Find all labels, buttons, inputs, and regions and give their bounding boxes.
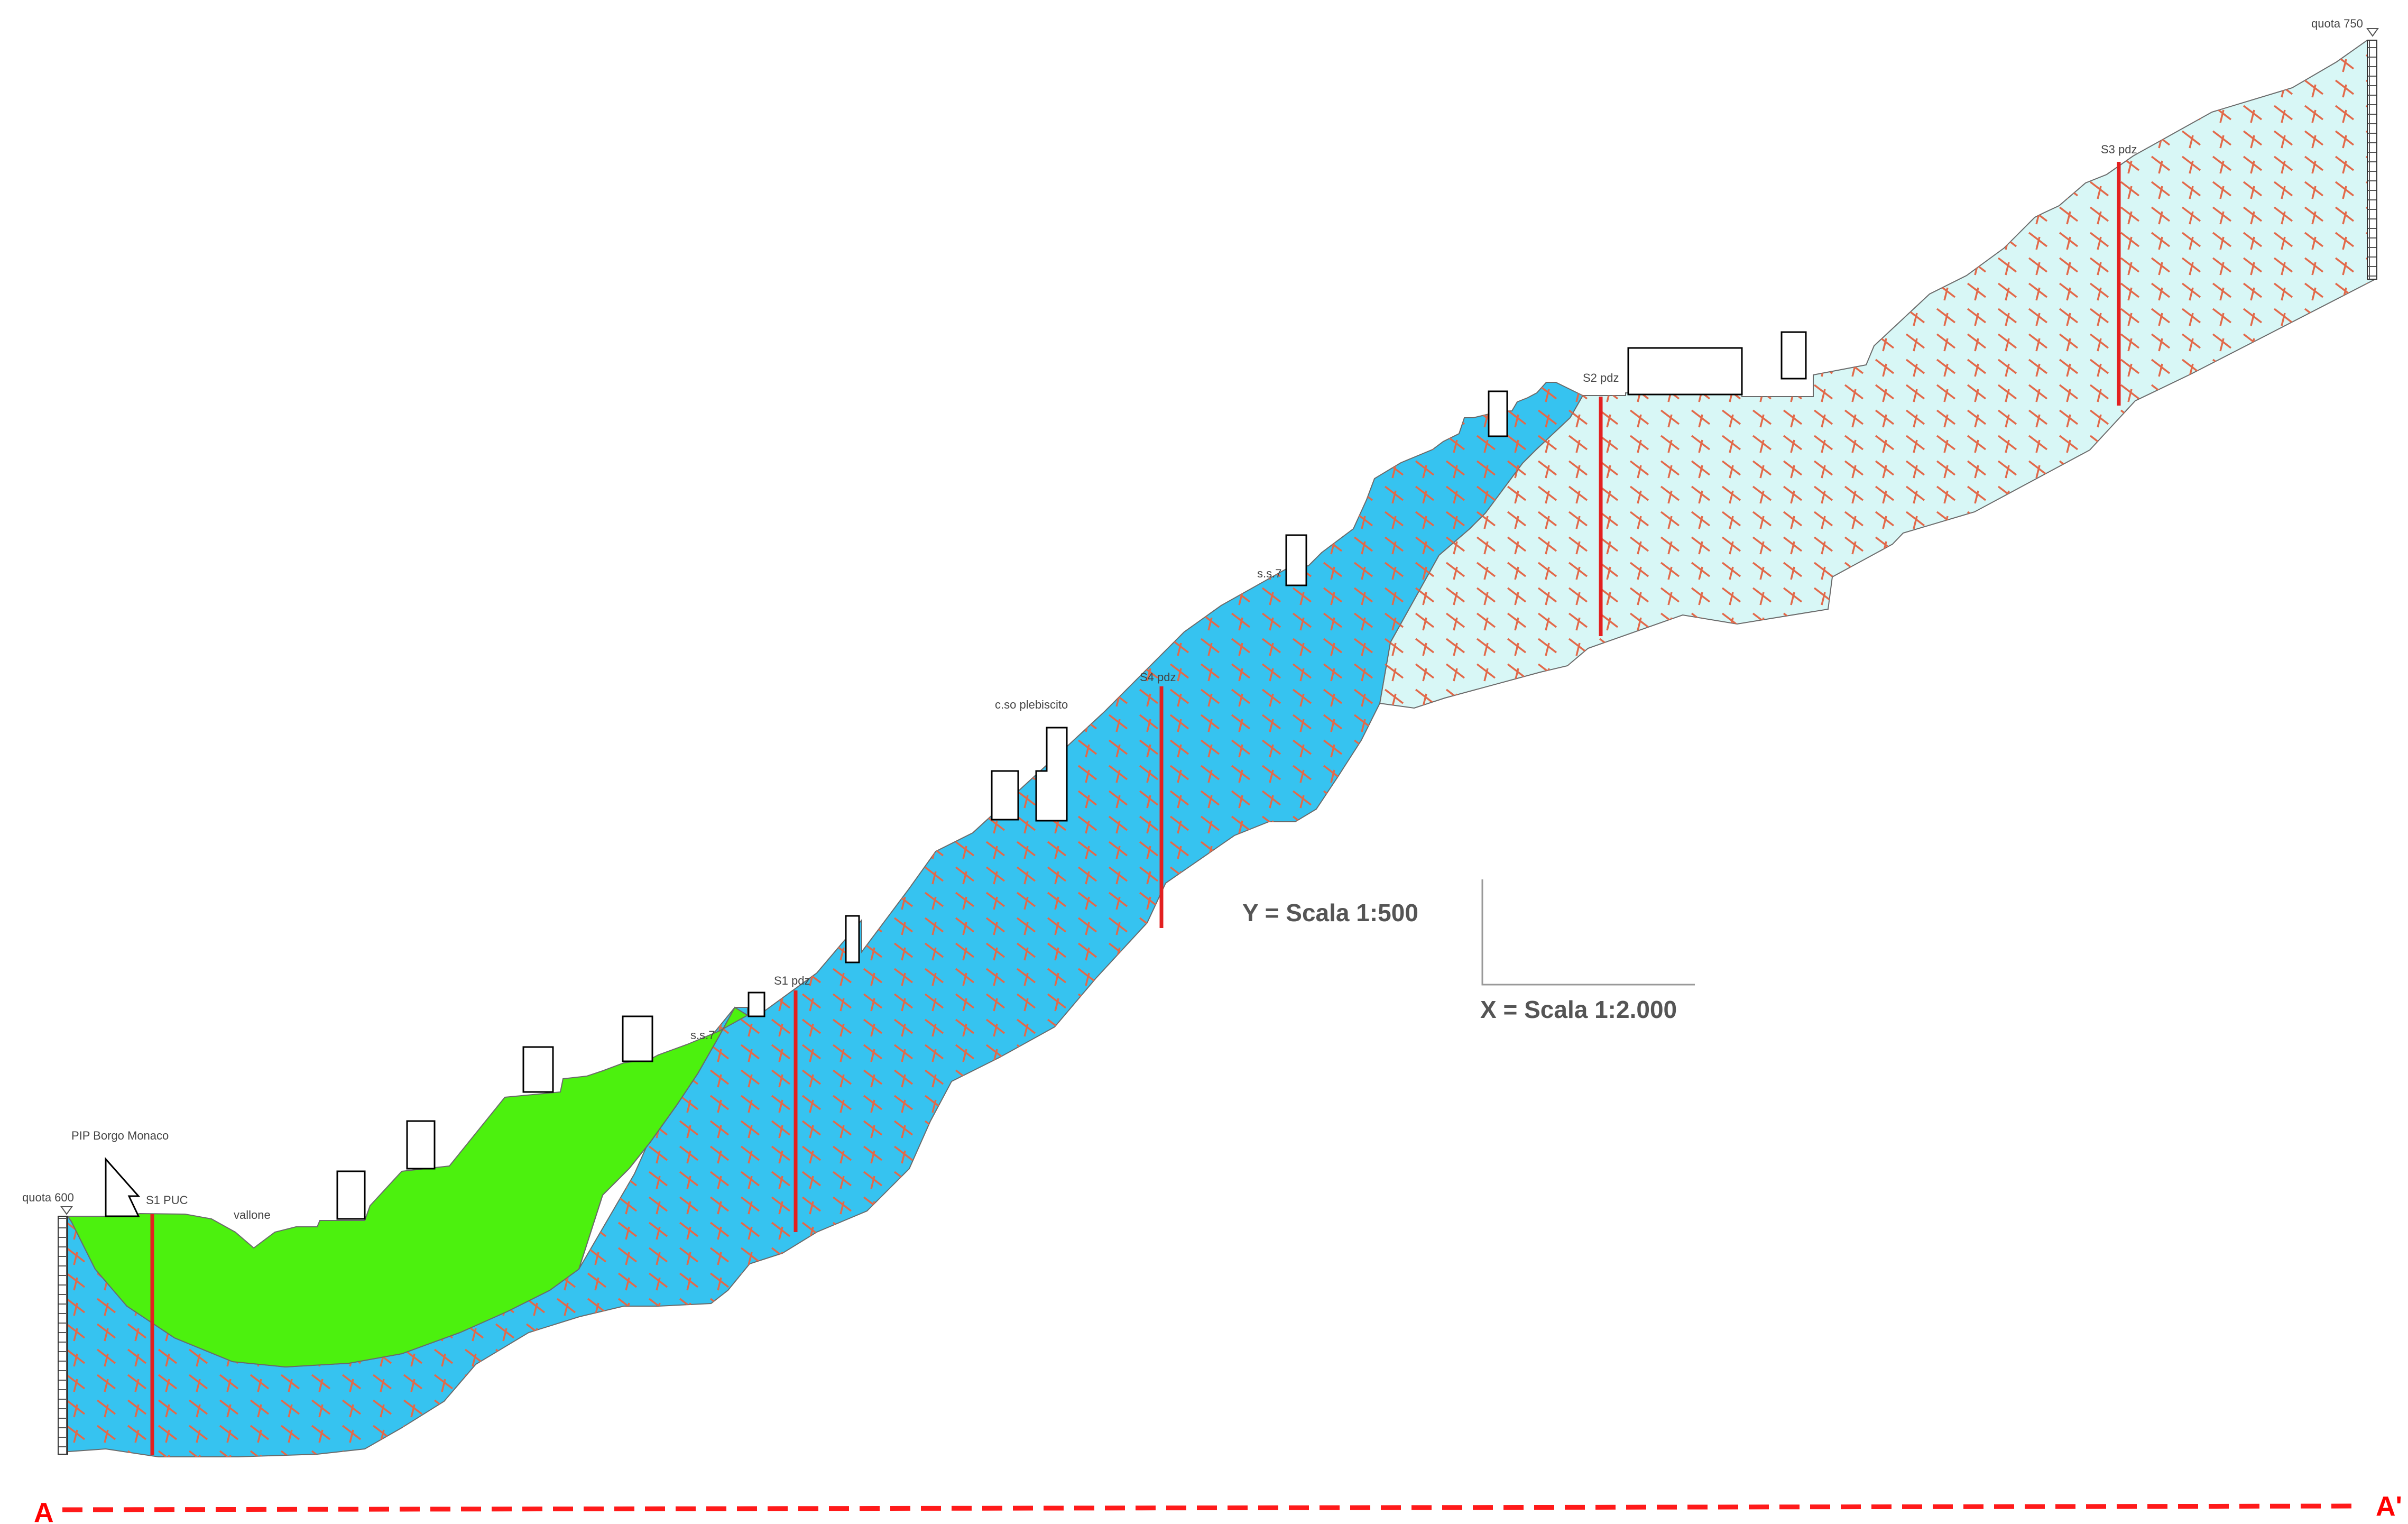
ss7-upper-label: s.s.7 — [1257, 567, 1281, 580]
building — [406, 1120, 436, 1170]
elevation-label-left: quota 600 — [22, 1191, 74, 1204]
section-line: A A' — [34, 1491, 2402, 1524]
cover-deposit-layer — [67, 1006, 749, 1368]
buildings — [105, 331, 1807, 1220]
scale-vertical-label: Y = Scala 1:500 — [1242, 899, 1418, 926]
elevation-marker-left — [60, 1206, 73, 1215]
building — [336, 1170, 366, 1220]
elevation-label-right: quota 750 — [2311, 17, 2363, 30]
borehole-label-s4pdz: S4 pdz — [1140, 671, 1176, 684]
vallone-label: vallone — [234, 1208, 271, 1222]
building — [991, 770, 1019, 821]
boreholes — [150, 162, 2121, 1455]
building — [1627, 347, 1743, 396]
scale-horizontal-label: X = Scala 1:2.000 — [1480, 996, 1677, 1023]
building — [1035, 727, 1068, 822]
borehole-label-s1pdz: S1 pdz — [774, 974, 810, 987]
pale-rock-layer — [1379, 40, 2377, 709]
scale-axes — [1481, 879, 1695, 986]
borehole-label-s2pdz: S2 pdz — [1583, 371, 1619, 384]
pip-label: PIP Borgo Monaco — [71, 1129, 169, 1142]
pip-building — [105, 1157, 141, 1217]
building — [1780, 331, 1807, 380]
elevation-column-right — [2367, 40, 2377, 280]
elevation-column-left — [58, 1216, 68, 1455]
section-dashed-line — [62, 1503, 2361, 1512]
borehole-label-s1puc: S1 PUC — [146, 1194, 188, 1207]
building — [748, 991, 765, 1017]
corso-label: c.so plebiscito — [995, 698, 1068, 711]
building — [522, 1046, 554, 1093]
building — [845, 915, 860, 963]
borehole-label-s3pdz: S3 pdz — [2101, 143, 2137, 156]
ss7-lower-label: s.s.7 — [690, 1029, 715, 1042]
building — [1285, 534, 1307, 586]
building — [1488, 390, 1508, 437]
scale-indicator: Y = Scala 1:500 X = Scala 1:2.000 — [1242, 879, 1695, 1023]
bedrock-layer — [63, 382, 1584, 1457]
elevation-marker-right — [2366, 28, 2379, 37]
building — [622, 1015, 653, 1062]
section-start-label: A — [34, 1498, 54, 1524]
section-end-label: A' — [2376, 1491, 2402, 1522]
